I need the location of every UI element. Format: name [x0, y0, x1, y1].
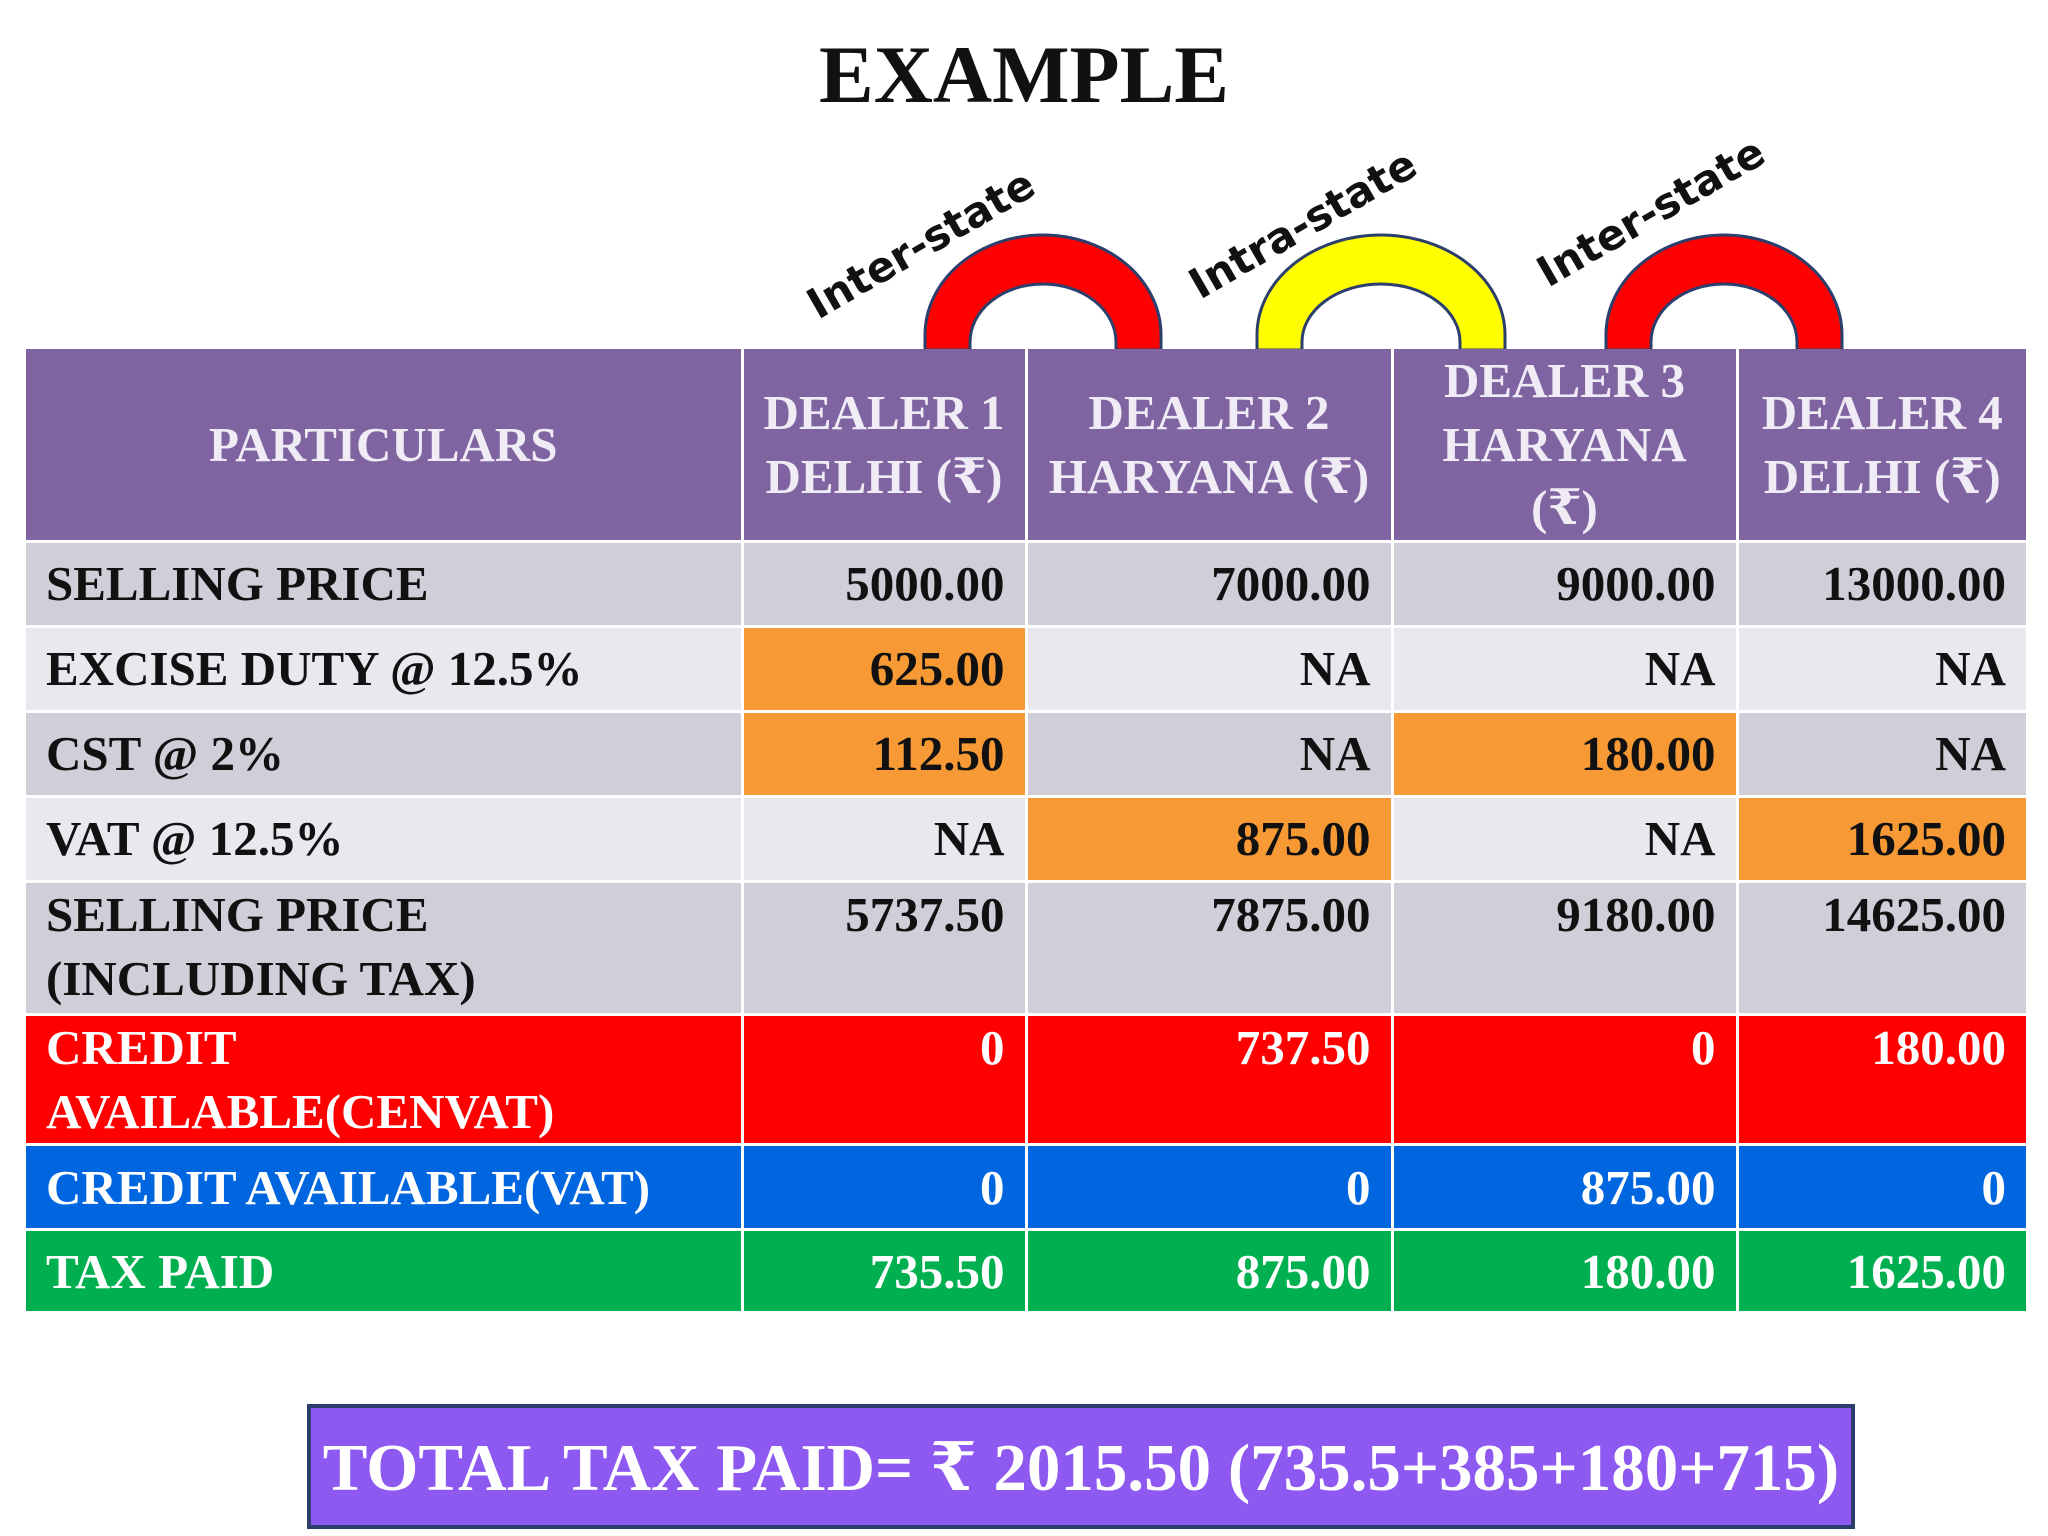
- cell-value: NA: [1026, 711, 1394, 799]
- cell-value: 735.50: [742, 1229, 1028, 1315]
- row-selling-price: SELLING PRICE 5000.00 7000.00 9000.00 13…: [26, 541, 2026, 629]
- row-excise-duty: EXCISE DUTY @ 12.5% 625.00 NA NA NA: [26, 626, 2026, 714]
- connector-arc-2: [1255, 233, 1507, 352]
- cell-value-highlighted: 180.00: [1392, 711, 1739, 799]
- trade-flow-connectors: Inter-state Intra-state Inter-state: [799, 127, 1844, 352]
- page-title: EXAMPLE: [819, 29, 1229, 120]
- cell-value: NA: [1026, 626, 1394, 714]
- row-tax-paid: TAX PAID 735.50 875.00 180.00 1625.00: [26, 1229, 2026, 1315]
- cell-value: NA: [742, 796, 1028, 884]
- row-label: TAX PAID: [26, 1229, 744, 1315]
- cell-value: 180.00: [1737, 1014, 2026, 1147]
- row-cst: CST @ 2% 112.50 NA 180.00 NA: [26, 711, 2026, 799]
- cell-value: 0: [1026, 1144, 1394, 1232]
- cell-value-highlighted: 625.00: [742, 626, 1028, 714]
- row-credit-cenvat: CREDIT AVAILABLE(CENVAT) 0 737.50 0 180.…: [26, 1014, 2026, 1147]
- row-label: VAT @ 12.5%: [26, 796, 744, 884]
- cell-value: 9180.00: [1392, 881, 1739, 1017]
- cell-value: 1625.00: [1737, 1229, 2026, 1315]
- cell-value: 13000.00: [1737, 541, 2026, 629]
- row-label: SELLING PRICE: [26, 541, 744, 629]
- row-selling-price-including-tax: SELLING PRICE (INCLUDING TAX) 5737.50 787…: [26, 881, 2026, 1017]
- cell-value: 737.50: [1026, 1014, 1394, 1147]
- cell-value: 0: [1737, 1144, 2026, 1232]
- row-label: EXCISE DUTY @ 12.5%: [26, 626, 744, 714]
- connector-arc-3: [1604, 233, 1844, 352]
- cell-value: 14625.00: [1737, 881, 2026, 1017]
- row-credit-vat: CREDIT AVAILABLE(VAT) 0 0 875.00 0: [26, 1144, 2026, 1232]
- row-label: CREDIT AVAILABLE(VAT): [26, 1144, 744, 1232]
- cell-value-highlighted: 1625.00: [1737, 796, 2026, 884]
- cell-value-highlighted: 875.00: [1026, 796, 1394, 884]
- cell-value: 875.00: [1026, 1229, 1394, 1315]
- connector-arc-1: [923, 233, 1163, 352]
- cell-value: 875.00: [1392, 1144, 1739, 1232]
- cell-value: NA: [1737, 626, 2026, 714]
- cell-value: 7875.00: [1026, 881, 1394, 1017]
- row-label: CST @ 2%: [26, 711, 744, 799]
- cell-value-highlighted: 112.50: [742, 711, 1028, 799]
- header-dealer-1: DEALER 1 DELHI (₹): [742, 349, 1028, 544]
- header-dealer-3: DEALER 3 HARYANA (₹): [1392, 349, 1739, 544]
- header-particulars: PARTICULARS: [26, 349, 744, 544]
- cell-value: 5000.00: [742, 541, 1028, 629]
- cell-value: 0: [742, 1144, 1028, 1232]
- cell-value: 5737.50: [742, 881, 1028, 1017]
- cell-value: NA: [1392, 796, 1739, 884]
- cell-value: 9000.00: [1392, 541, 1739, 629]
- cell-value: 0: [742, 1014, 1028, 1147]
- cell-value: 180.00: [1392, 1229, 1739, 1315]
- row-label: SELLING PRICE (INCLUDING TAX): [26, 881, 744, 1017]
- cell-value: NA: [1392, 626, 1739, 714]
- tax-comparison-table: PARTICULARS DEALER 1 DELHI (₹) DEALER 2 HA…: [26, 349, 2026, 1315]
- cell-value: 0: [1392, 1014, 1739, 1147]
- inter-state-connector-2: Inter-state: [1529, 127, 1844, 352]
- header-dealer-2: DEALER 2 HARYANA (₹): [1026, 349, 1394, 544]
- header-dealer-4: DEALER 4 DELHI (₹): [1737, 349, 2026, 544]
- inter-state-connector-1: Inter-state: [799, 159, 1163, 352]
- row-label: CREDIT AVAILABLE(CENVAT): [26, 1014, 744, 1147]
- cell-value: NA: [1737, 711, 2026, 799]
- intra-state-connector: Intra-state: [1181, 139, 1507, 352]
- row-vat: VAT @ 12.5% NA 875.00 NA 1625.00: [26, 796, 2026, 884]
- cell-value: 7000.00: [1026, 541, 1394, 629]
- table-header-row: PARTICULARS DEALER 1 DELHI (₹) DEALER 2 HA…: [26, 349, 2026, 544]
- total-tax-paid-box: TOTAL TAX PAID= ₹ 2015.50 (735.5+385+180…: [307, 1404, 1855, 1529]
